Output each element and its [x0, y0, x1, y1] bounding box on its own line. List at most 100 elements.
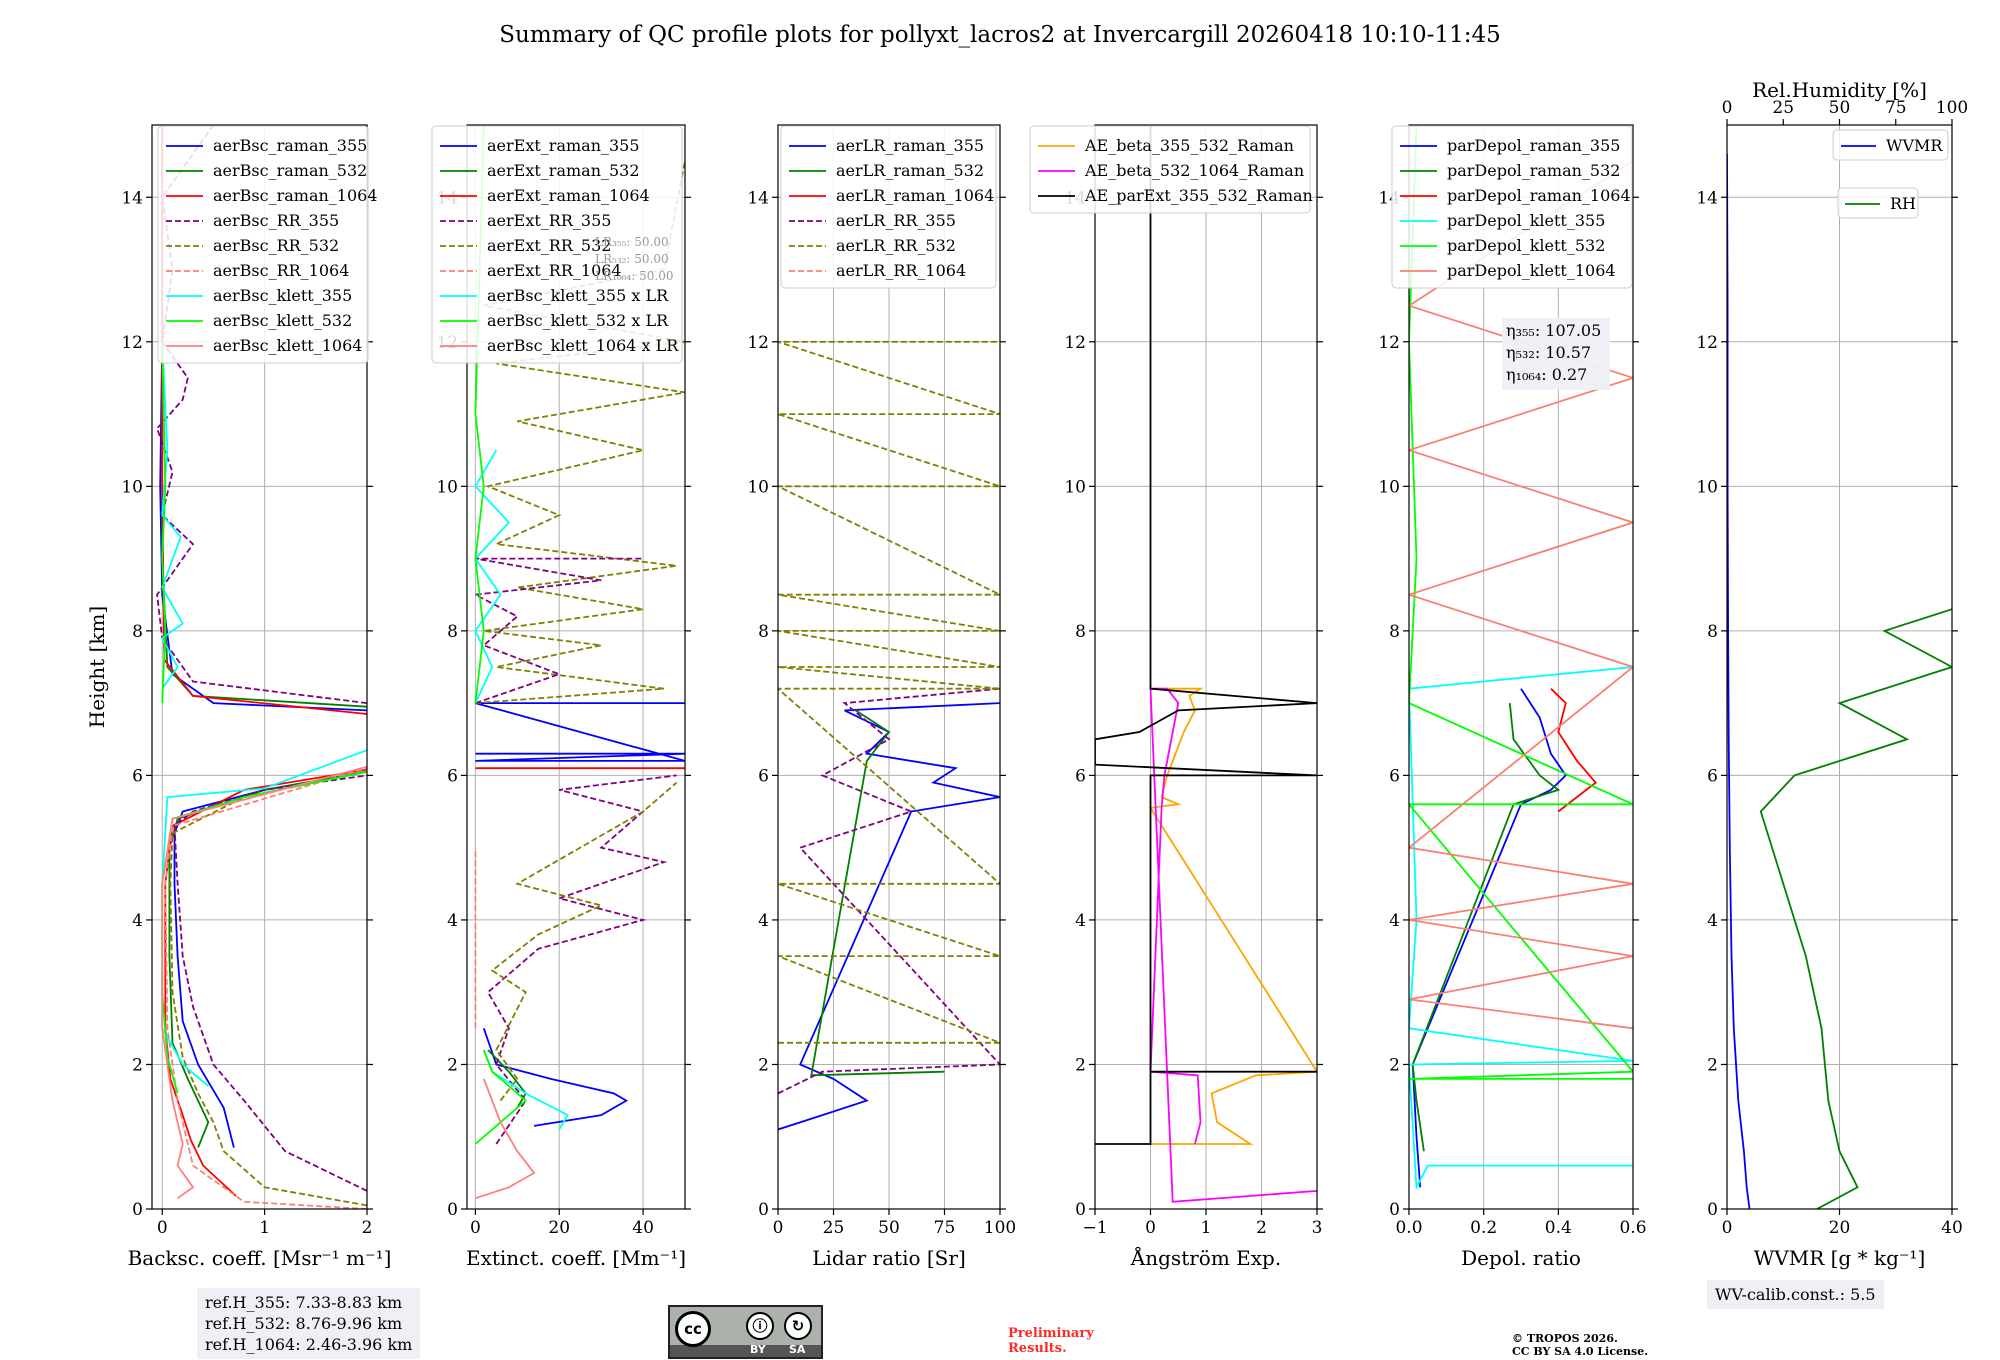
- series-aerbsc-raman-1064: [164, 768, 367, 1197]
- legend-label-aerbsc-raman-355: aerBsc_raman_355: [213, 136, 367, 155]
- wv-calibration-box: WV-calib.const.: 5.5: [1707, 1280, 1884, 1309]
- legend-box: [1837, 187, 1919, 219]
- ytick-label: 6: [758, 766, 769, 786]
- series-aerbsc-klett-532-x-lr: [474, 1049, 528, 1145]
- legend-box: [1832, 129, 1949, 161]
- series-aerlr-raman-532: [810, 709, 945, 1077]
- legend-label-ae-beta-355-532-raman: AE_beta_355_532_Raman: [1084, 136, 1294, 155]
- xtick-label: 75: [934, 1218, 956, 1238]
- series-aerbsc-klett-1064: [161, 765, 367, 1199]
- ytick-label: 0: [132, 1200, 143, 1220]
- legend-label-aerext-raman-532: aerExt_raman_532: [487, 161, 640, 180]
- xtick-label: 0: [1145, 1218, 1156, 1238]
- legend-label-pardepol-raman-532: parDepol_raman_532: [1447, 161, 1620, 180]
- ytick-label: 8: [132, 622, 143, 642]
- legend: aerBsc_raman_355 aerBsc_raman_532 aerBsc_r…: [157, 125, 378, 364]
- panel-3: 0 2 4 6 8 10 12 14 0 25 50 75 100 Lidar ratio [Sr] aer…: [747, 124, 1016, 1270]
- ytick-label: 2: [1707, 1055, 1718, 1075]
- ytick-label: 6: [132, 766, 143, 786]
- ytick-label: 0: [758, 1200, 769, 1220]
- series-group: [1095, 125, 1317, 1203]
- series-group: [778, 340, 1000, 1131]
- legend-label-aerbsc-rr-1064: aerBsc_RR_1064: [213, 261, 349, 280]
- series-pardepol-klett-532: [1409, 125, 1633, 1080]
- xtick-label: 100: [984, 1218, 1016, 1238]
- x-axis-label: WVMR [g * kg⁻¹]: [1754, 1246, 1926, 1270]
- series-ae-parext-355-532-raman: [1095, 125, 1317, 1145]
- x-axis-label: Backsc. coeff. [Msr⁻¹ m⁻¹]: [128, 1246, 392, 1270]
- axes-frame: [151, 124, 368, 1210]
- ytick-label: 12: [1064, 333, 1086, 353]
- x2tick-label: 50: [1829, 98, 1851, 118]
- ytick-label: 2: [758, 1055, 769, 1075]
- ytick-label: 4: [1075, 911, 1086, 931]
- legend-label-pardepol-klett-532: parDepol_klett_532: [1447, 236, 1605, 255]
- ytick-label: 2: [1389, 1055, 1400, 1075]
- series-aerbsc-rr-532: [169, 770, 367, 1207]
- series-aerext-rr-532: [490, 781, 678, 1102]
- by-person-icon: ⓘ: [746, 1312, 774, 1340]
- ytick-label: 14: [747, 188, 769, 208]
- annotation-bg: [1502, 318, 1610, 390]
- refh-532: ref.H_532: 8.76-9.96 km: [205, 1314, 403, 1333]
- ytick-label: 0: [1075, 1200, 1086, 1220]
- figure-title: Summary of QC profile plots for pollyxt_…: [499, 22, 1501, 48]
- annotation-box: LR₃₅₅: 50.00 LR₅₃₂: 50.00 LR₁₀₆₄: 50.00: [595, 235, 673, 283]
- series-pardepol-raman-355: [1411, 688, 1567, 1188]
- x2tick-label: 0: [1722, 98, 1733, 118]
- x-axis-label: Depol. ratio: [1461, 1246, 1581, 1270]
- x2tick-label: 25: [1772, 98, 1794, 118]
- ytick-label: 12: [1696, 333, 1718, 353]
- legend-box: [1391, 125, 1633, 289]
- xtick-label: 20: [1829, 1218, 1851, 1238]
- axes-frame: [466, 124, 686, 1210]
- legend-label-ae-beta-532-1064-raman: AE_beta_532_1064_Raman: [1084, 161, 1304, 180]
- ytick-label: 10: [747, 477, 769, 497]
- legend-label: WVMR: [1886, 136, 1943, 155]
- xtick-label: 40: [1941, 1218, 1963, 1238]
- ytick-label: 8: [1389, 622, 1400, 642]
- xtick-label: 1: [259, 1218, 270, 1238]
- preliminary-line-2: Results.: [1008, 1341, 1067, 1356]
- legend-label-aerbsc-klett-1064: aerBsc_klett_1064: [213, 336, 362, 355]
- x-axis-label: Extinct. coeff. [Mm⁻¹]: [466, 1246, 686, 1270]
- refh-355: ref.H_355: 7.33-8.83 km: [205, 1293, 403, 1312]
- legend-label-pardepol-raman-1064: parDepol_raman_1064: [1447, 186, 1631, 205]
- ytick-label: 8: [1075, 622, 1086, 642]
- copyright-note: © TROPOS 2026. CC BY SA 4.0 License.: [1512, 1332, 1648, 1358]
- legend-label-aerbsc-klett-532: aerBsc_klett_532: [213, 311, 352, 330]
- xtick-label: 0: [1722, 1218, 1733, 1238]
- series-group: [472, 125, 685, 1200]
- ytick-label: 14: [1696, 188, 1718, 208]
- ytick-label: 8: [447, 622, 458, 642]
- series-ext-k532-upper: [474, 125, 485, 704]
- ytick-label: 2: [447, 1055, 458, 1075]
- y-axis-label: Height [km]: [85, 606, 109, 728]
- ytick-label: 4: [132, 911, 143, 931]
- legend: aerLR_raman_355 aerLR_raman_532 aerLR_rama…: [780, 125, 997, 289]
- cc-logo-icon: cc: [675, 1311, 711, 1347]
- series-aerlr-rr-355: [778, 687, 1000, 1095]
- xtick-label: −1: [1082, 1218, 1107, 1238]
- legend: AE_beta_355_532_Raman AE_beta_532_1064_Ra…: [1029, 125, 1313, 214]
- series-aerbsc-klett-532-upper: [161, 341, 167, 704]
- series-aerbsc-rr-355: [173, 774, 367, 1192]
- xtick-label: 3: [1312, 1218, 1323, 1238]
- legend-rh: RH: [1837, 187, 1919, 219]
- xtick-label: 25: [823, 1218, 845, 1238]
- cc-license-badge: cc ⓘ ↻ BY SA: [668, 1305, 823, 1359]
- xtick-label: 0.4: [1545, 1218, 1572, 1238]
- copyright-line-1: © TROPOS 2026.: [1512, 1332, 1618, 1345]
- xtick-label: 40: [632, 1218, 654, 1238]
- xtick-label: 0.6: [1619, 1218, 1646, 1238]
- legend-label-aerext-raman-355: aerExt_raman_355: [487, 136, 640, 155]
- legend-label: RH: [1890, 194, 1916, 213]
- legend-label-aerlr-raman-532: aerLR_raman_532: [836, 161, 984, 180]
- xtick-label: 0: [470, 1218, 481, 1238]
- x2tick-label: 75: [1885, 98, 1907, 118]
- ytick-label: 4: [1707, 911, 1718, 931]
- panel-6: 0 2 4 6 8 10 12 14 0 20 40 0 25 50 75 100 Rel.Humidity […: [1696, 78, 1968, 1270]
- legend-label-aerext-raman-1064: aerExt_raman_1064: [487, 186, 650, 205]
